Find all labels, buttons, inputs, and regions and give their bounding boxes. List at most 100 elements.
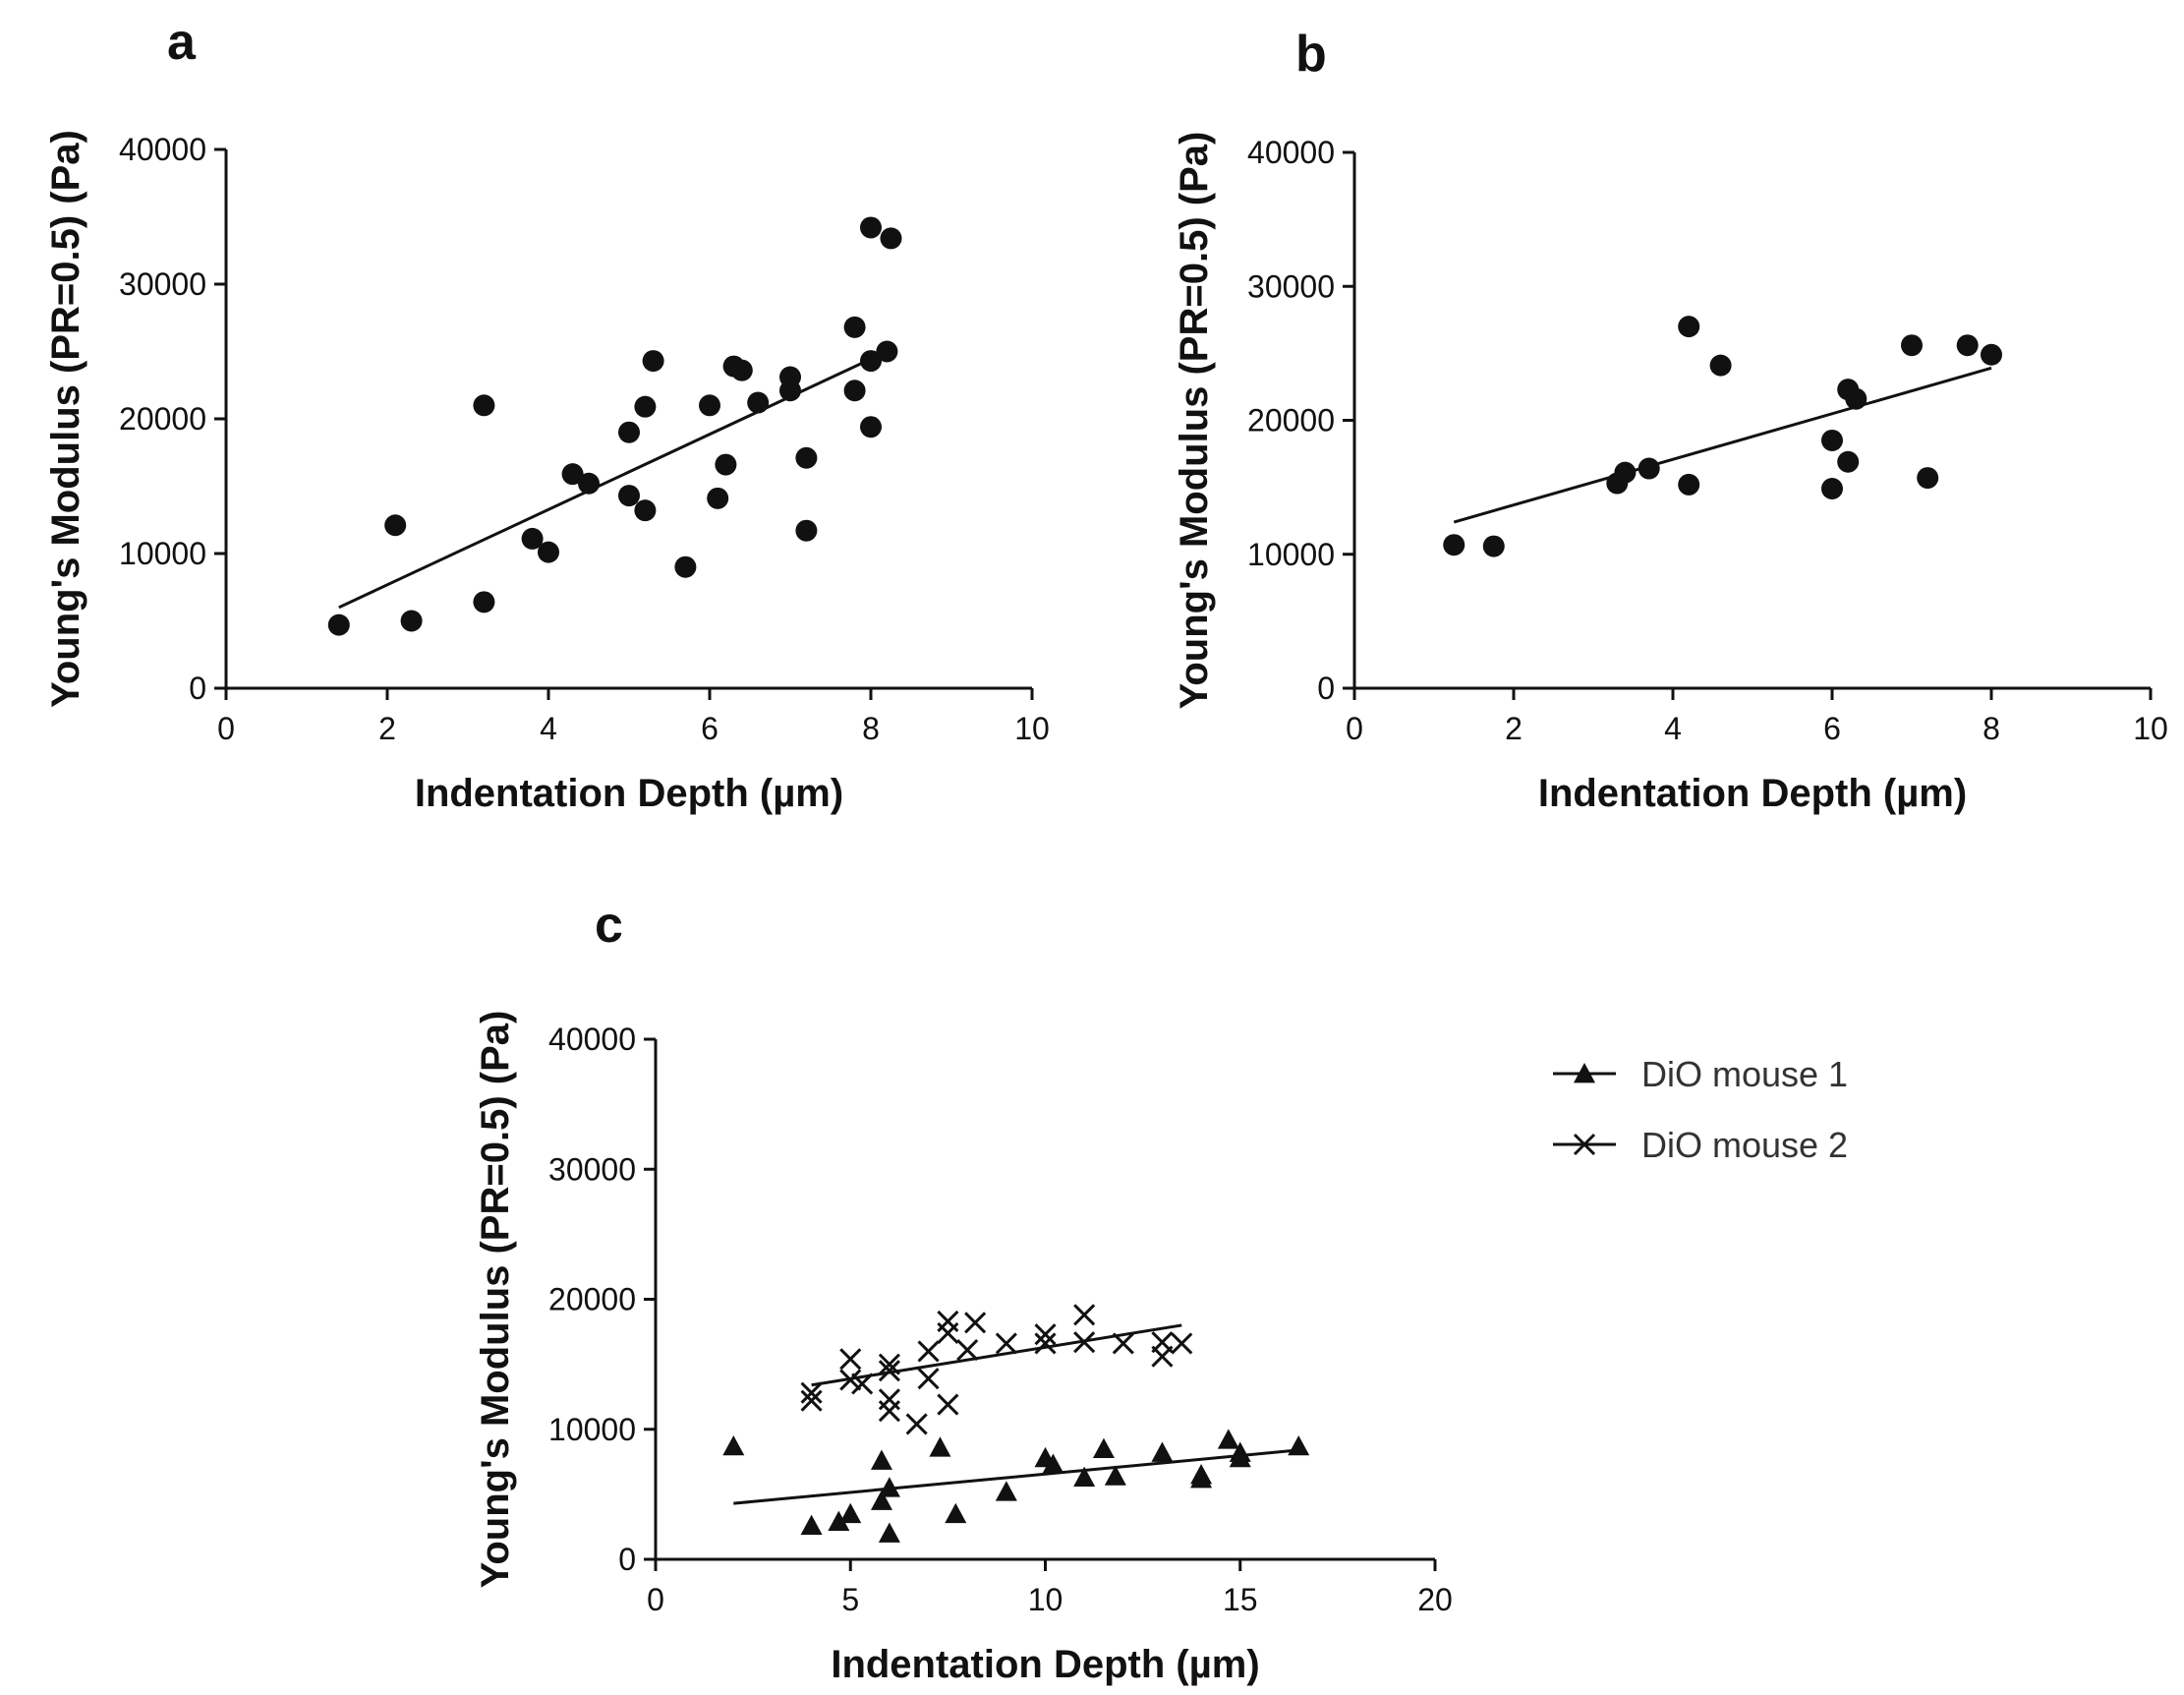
data-point-circle — [1956, 334, 1979, 357]
data-point-cross — [878, 1400, 900, 1423]
y-tick-label: 20000 — [1247, 403, 1335, 438]
data-point-circle — [1678, 473, 1700, 496]
data-point-circle — [843, 380, 866, 402]
x-tick-label: 0 — [647, 1582, 664, 1617]
cross-stroke — [878, 1353, 900, 1375]
data-point-triangle — [722, 1434, 745, 1456]
data-point-cross — [800, 1389, 823, 1412]
x-axis-title: Indentation Depth (µm) — [415, 772, 843, 815]
data-point-triangle — [1151, 1441, 1174, 1462]
data-point-circle — [880, 227, 902, 250]
data-point-cross — [1073, 1304, 1096, 1326]
data-point-cross — [917, 1368, 940, 1390]
data-point-circle — [1821, 477, 1843, 499]
y-axis-title: Young's Modulus (PR=0.5) (Pa) — [474, 1011, 517, 1589]
data-point-cross — [937, 1393, 959, 1416]
cross-stroke — [800, 1389, 823, 1412]
data-point-triangle — [1229, 1446, 1251, 1468]
y-tick-label: 20000 — [548, 1282, 636, 1317]
x-tick-label: 6 — [701, 711, 718, 746]
x-tick-label: 5 — [841, 1582, 859, 1617]
y-tick-label: 10000 — [119, 536, 206, 571]
data-point-circle — [1981, 343, 2002, 366]
data-point-circle — [1638, 457, 1660, 480]
data-point-circle — [1614, 461, 1637, 484]
data-point-circle — [860, 350, 882, 373]
x-tick-label: 4 — [540, 711, 557, 746]
data-point-circle — [795, 446, 818, 469]
cross-stroke — [1151, 1345, 1174, 1368]
x-tick-label: 6 — [1823, 711, 1841, 746]
regression-line — [1453, 366, 1992, 524]
cross-stroke — [839, 1369, 862, 1391]
data-point-triangle — [828, 1510, 850, 1531]
data-point-triangle — [870, 1490, 892, 1510]
y-tick-label: 0 — [618, 1542, 636, 1577]
legend-item: DiO mouse 1 — [1553, 1054, 1848, 1094]
data-point-cross — [937, 1321, 959, 1344]
y-axis-title: Young's Modulus (PR=0.5) (Pa) — [1173, 132, 1216, 710]
x-tick-label: 8 — [1983, 711, 2000, 746]
data-point-circle — [795, 519, 818, 542]
data-point-triangle — [839, 1502, 862, 1524]
x-tick-label: 2 — [1505, 711, 1523, 746]
data-point-circle — [1443, 534, 1466, 556]
y-tick-label: 0 — [189, 671, 206, 706]
data-point-circle — [400, 610, 423, 632]
data-point-circle — [1821, 429, 1843, 451]
data-point-cross — [839, 1348, 862, 1371]
data-point-triangle — [1104, 1465, 1126, 1486]
data-point-circle — [538, 541, 559, 563]
panel-letter: c — [595, 897, 623, 954]
data-point-circle — [473, 394, 495, 417]
data-point-circle — [618, 485, 640, 507]
cross-stroke — [995, 1332, 1017, 1355]
cross-stroke — [1034, 1332, 1057, 1355]
y-tick-label: 30000 — [1247, 268, 1335, 304]
data-point-circle — [876, 340, 898, 363]
data-point-cross — [851, 1373, 874, 1395]
legend-marker-cross — [1573, 1133, 1596, 1156]
data-point-cross — [1112, 1332, 1134, 1355]
data-point-triangle — [1073, 1466, 1096, 1488]
cross-stroke — [1112, 1332, 1134, 1355]
data-point-cross — [995, 1332, 1017, 1355]
data-point-circle — [860, 416, 882, 438]
chart-panel-a: a 0 10000 20000 30000 40000 0 2 4 6 8 10 Indentation… — [44, 14, 1050, 815]
cross-stroke — [1073, 1304, 1096, 1326]
cross-stroke — [1073, 1331, 1096, 1354]
data-point-cross — [1073, 1331, 1096, 1354]
x-tick-label: 8 — [862, 711, 880, 746]
y-tick-label: 20000 — [119, 401, 206, 437]
data-point-triangle — [800, 1514, 823, 1535]
data-point-circle — [1917, 467, 1939, 490]
cross-stroke — [917, 1368, 940, 1390]
cross-stroke — [1573, 1133, 1596, 1156]
data-point-circle — [1837, 450, 1860, 473]
cross-stroke — [1034, 1323, 1057, 1346]
y-tick-label: 40000 — [119, 132, 206, 167]
x-tick-label: 20 — [1417, 1582, 1453, 1617]
data-point-triangle — [1217, 1429, 1239, 1449]
x-axis-title: Indentation Depth (µm) — [831, 1643, 1259, 1686]
cross-stroke — [851, 1373, 874, 1395]
y-tick-label: 40000 — [548, 1022, 636, 1057]
cross-stroke — [964, 1312, 987, 1334]
series-data — [327, 216, 902, 636]
data-point-circle — [642, 350, 664, 373]
cross-stroke — [1171, 1332, 1193, 1355]
data-point-circle — [473, 591, 495, 614]
data-point-cross — [1171, 1332, 1193, 1355]
x-tick-label: 15 — [1223, 1582, 1258, 1617]
y-tick-label: 0 — [1317, 671, 1335, 706]
data-point-circle — [779, 380, 801, 402]
data-point-circle — [561, 463, 584, 486]
data-point-cross — [1034, 1332, 1057, 1355]
data-point-circle — [1845, 387, 1868, 410]
x-tick-label: 2 — [378, 711, 396, 746]
x-tick-label: 0 — [217, 711, 235, 746]
regression-line — [733, 1448, 1299, 1505]
x-tick-label: 0 — [1346, 711, 1363, 746]
data-point-circle — [674, 555, 697, 578]
data-point-cross — [878, 1353, 900, 1375]
